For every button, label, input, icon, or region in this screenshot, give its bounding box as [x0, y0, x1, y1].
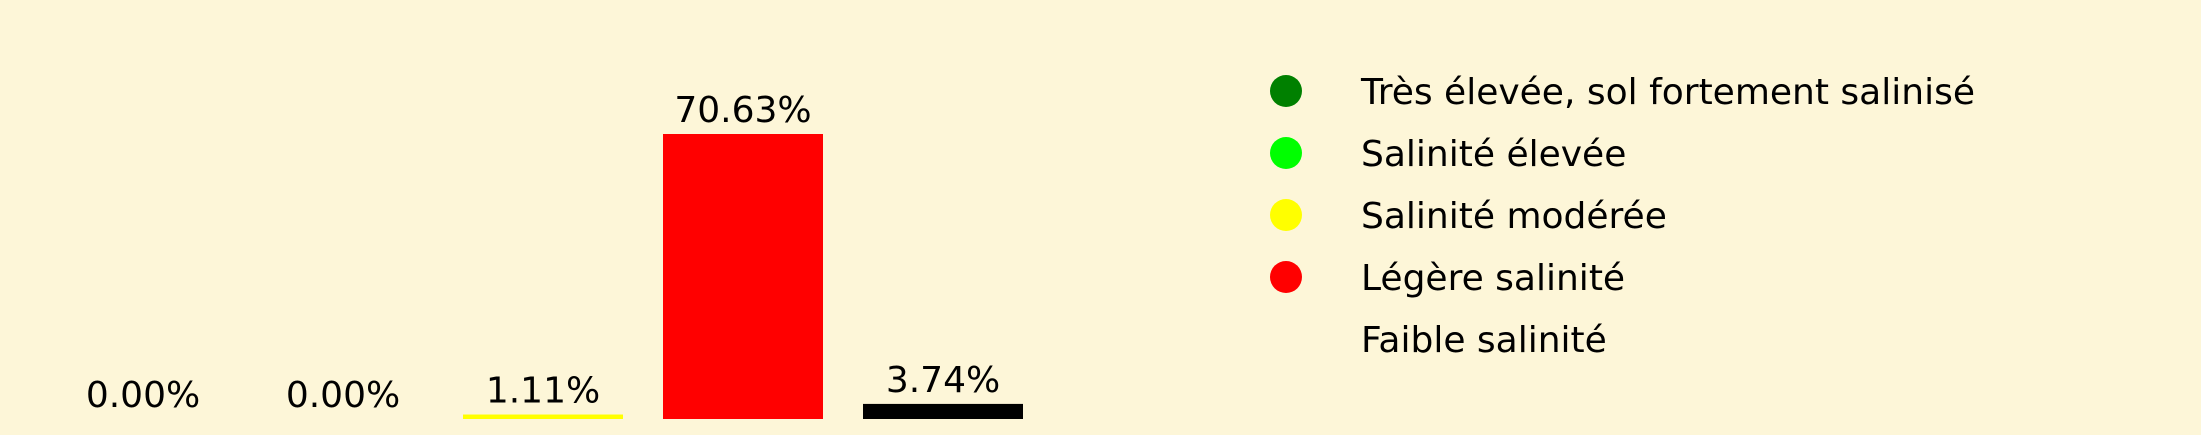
legend-label-3: Salinité modérée: [1361, 196, 1667, 237]
value-label-1: 0.00%: [86, 375, 200, 416]
legend: Très élevée, sol fortement salinisé Salin…: [1270, 72, 1975, 361]
value-label-4: 70.63%: [674, 90, 811, 131]
bar-4: [663, 134, 823, 419]
legend-marker-4: [1270, 261, 1302, 293]
value-labels-group: 0.00% 0.00% 1.11% 70.63% 3.74%: [86, 90, 1000, 416]
legend-label-2: Salinité élevée: [1361, 134, 1626, 175]
value-label-2: 0.00%: [286, 375, 400, 416]
bar-5: [863, 403, 1023, 419]
legend-marker-2: [1270, 137, 1302, 169]
legend-marker-3: [1270, 199, 1302, 231]
value-label-3: 1.11%: [486, 371, 600, 412]
value-label-5: 3.74%: [886, 360, 1000, 401]
legend-marker-1: [1270, 75, 1302, 107]
legend-label-1: Très élevée, sol fortement salinisé: [1360, 72, 1975, 113]
legend-label-5: Faible salinité: [1361, 320, 1607, 361]
bar-3: [463, 414, 623, 419]
legend-label-4: Légère salinité: [1361, 258, 1625, 299]
bars-group: [463, 134, 1023, 419]
